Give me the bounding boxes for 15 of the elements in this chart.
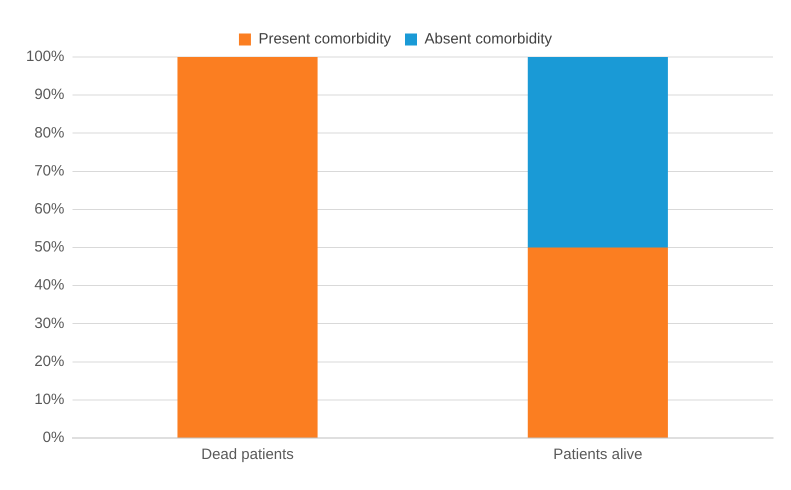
x-tick-label: Dead patients (201, 446, 294, 464)
y-tick-label: 50% (34, 238, 64, 256)
y-tick-label: 70% (34, 162, 64, 180)
legend-label: Present comorbidity (258, 30, 392, 48)
y-tick-label: 100% (26, 48, 64, 66)
x-tick-label: Patients alive (553, 446, 642, 464)
y-tick-label: 30% (34, 314, 64, 332)
y-tick-label: 10% (34, 391, 64, 408)
y-tick-label: 20% (34, 352, 64, 370)
y-tick-label: 0% (42, 429, 64, 446)
y-tick-label: 80% (34, 124, 64, 142)
legend-label: Absent comorbidity (424, 30, 553, 48)
y-tick-label: 60% (34, 200, 64, 218)
y-tick-label: 90% (34, 86, 64, 104)
y-tick-label: 40% (34, 276, 64, 294)
